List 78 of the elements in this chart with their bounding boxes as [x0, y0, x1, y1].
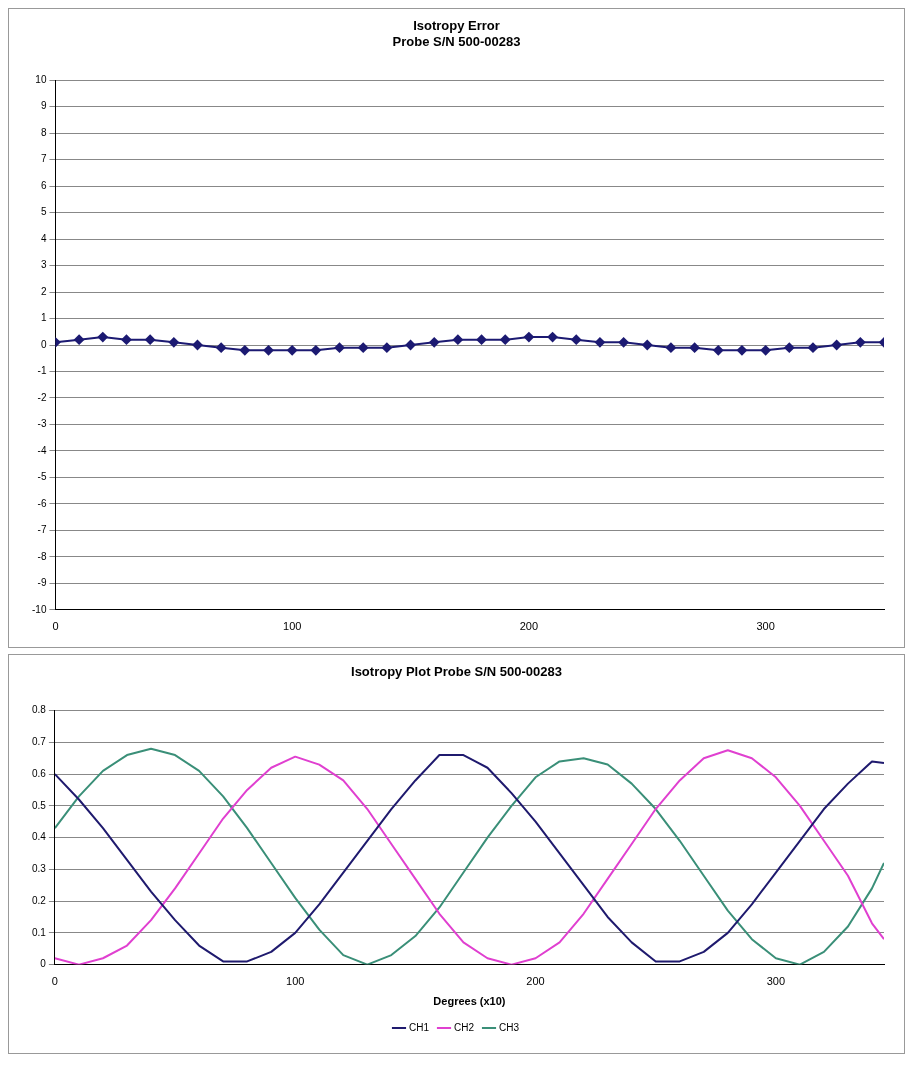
y-tick-label: 5	[40, 206, 47, 218]
point	[121, 334, 132, 345]
y-tick-label: -5	[37, 471, 47, 483]
y-tick-label: -8	[37, 550, 47, 562]
y-tick-label: -4	[37, 444, 47, 456]
y-tick-label: 6	[40, 179, 47, 191]
point	[571, 334, 582, 345]
point	[192, 340, 203, 350]
y-tick-label: 0	[40, 338, 47, 350]
point	[358, 342, 369, 353]
point	[547, 332, 558, 343]
y-tick-label: 8	[40, 126, 47, 138]
point	[594, 337, 605, 348]
point	[642, 340, 653, 350]
point	[523, 332, 534, 343]
y-tick-label: 10	[35, 73, 47, 85]
x-tick-label: 300	[766, 975, 786, 988]
y-tick-label: 2	[40, 285, 47, 297]
point	[855, 337, 866, 348]
point	[310, 345, 321, 356]
y-tick-label: -9	[37, 577, 47, 589]
point	[807, 342, 818, 353]
point	[405, 340, 416, 350]
point	[618, 337, 629, 348]
y-tick-label: 3	[40, 259, 47, 271]
y-tick-label: 0.4	[32, 831, 47, 843]
x-axis-title: Degrees (x10)	[433, 995, 506, 1008]
point	[287, 345, 298, 356]
point	[429, 337, 440, 348]
x-tick-label: 0	[51, 975, 58, 988]
point	[216, 342, 227, 353]
y-tick-label: 0.2	[32, 894, 47, 906]
y-tick-label: 0.1	[32, 926, 47, 938]
point	[452, 334, 463, 345]
point	[476, 334, 487, 345]
x-tick-label: 100	[286, 975, 305, 988]
point	[713, 345, 724, 356]
point	[239, 345, 250, 356]
chart-title: Isotropy Plot Probe S/N 500-00283	[351, 664, 562, 680]
chart-title: Isotropy Error Probe S/N 500-00283	[392, 18, 521, 49]
y-tick-label: 0.8	[32, 704, 47, 716]
legend-label: CH1	[408, 1021, 430, 1033]
y-tick-label: -6	[37, 497, 47, 509]
point	[736, 345, 747, 356]
y-tick-label: 0.7	[32, 736, 47, 748]
x-tick-label: 200	[519, 620, 539, 633]
y-tick-label: 0.5	[32, 799, 47, 811]
point	[760, 345, 771, 356]
y-tick-label: -1	[37, 365, 47, 377]
point	[263, 345, 274, 356]
point	[500, 334, 511, 345]
point	[784, 342, 795, 353]
point	[334, 342, 345, 353]
y-tick-label: -2	[37, 391, 47, 403]
y-tick-label: 0	[40, 958, 47, 970]
x-tick-label: 100	[283, 620, 302, 633]
legend-label: CH2	[454, 1021, 475, 1033]
y-tick-label: 1	[40, 312, 47, 324]
y-tick-label: 9	[40, 100, 47, 112]
x-tick-label: 300	[756, 620, 775, 633]
x-tick-label: 0	[52, 620, 59, 633]
x-tick-label: 200	[526, 975, 545, 988]
y-tick-label: 4	[40, 232, 47, 244]
y-tick-label: 0.3	[32, 863, 47, 875]
y-tick-label: -10	[32, 603, 47, 615]
y-tick-label: -3	[37, 418, 47, 430]
point	[168, 337, 179, 348]
point	[831, 340, 842, 350]
point	[74, 334, 85, 345]
y-tick-label: -7	[37, 524, 47, 536]
point	[381, 342, 392, 353]
point	[97, 332, 108, 343]
y-tick-label: 7	[40, 153, 47, 165]
point	[145, 334, 156, 345]
point	[665, 342, 676, 353]
point	[689, 342, 700, 353]
legend-label: CH3	[499, 1021, 520, 1033]
y-tick-label: 0.6	[32, 767, 47, 779]
